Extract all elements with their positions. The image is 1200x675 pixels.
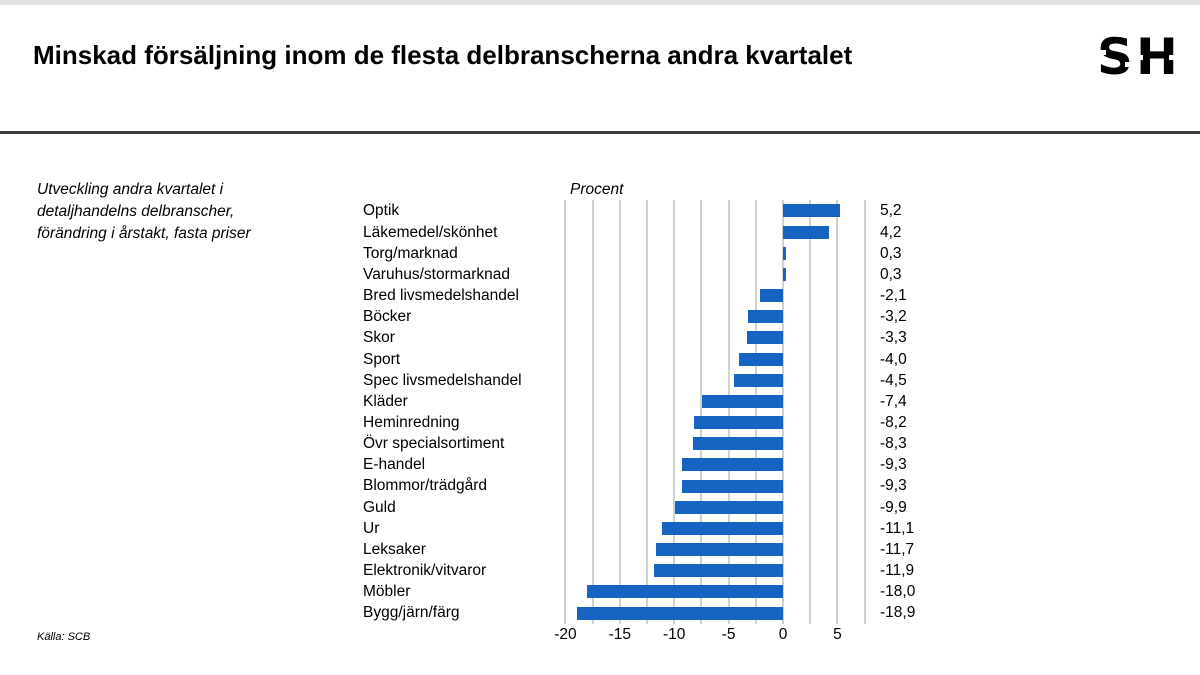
chart-description-line: detaljhandelns delbranscher, [37, 203, 235, 220]
value-label: -3,3 [880, 329, 907, 347]
value-label: -7,4 [880, 392, 907, 410]
category-label: Blommor/trädgård [363, 477, 488, 495]
category-label: Kläder [363, 392, 408, 410]
value-label: -8,2 [880, 414, 907, 431]
gridline [618, 200, 621, 624]
category-label: Torg/marknad [363, 244, 458, 262]
gridline [591, 200, 594, 624]
bar [655, 543, 783, 557]
category-label: Guld [363, 498, 396, 516]
gridline [727, 200, 730, 624]
x-axis-tick-label: 0 [778, 626, 788, 643]
bar [783, 225, 829, 239]
bar [702, 394, 783, 408]
value-label: -18,9 [880, 604, 916, 622]
value-label: -11,1 [880, 519, 915, 537]
gridline [646, 200, 648, 624]
value-label: -18,0 [880, 583, 916, 601]
gridline [809, 200, 812, 624]
chart-description-line: Utveckling andra kvartalet i [37, 181, 224, 198]
bar [577, 606, 783, 620]
x-axis-tick-label: -15 [608, 626, 631, 643]
category-label: Heminredning [363, 414, 460, 431]
category-label: Sport [363, 350, 401, 368]
category-label: Optik [363, 202, 400, 220]
value-label: -3,2 [880, 308, 907, 326]
category-label: Ur [363, 519, 380, 537]
bar [675, 500, 783, 514]
value-label: -4,5 [880, 371, 907, 389]
bar [783, 246, 787, 260]
value-label: 0,3 [880, 265, 902, 283]
category-label: Spec livsmedelshandel [363, 371, 522, 389]
value-label: -11,7 [880, 540, 915, 558]
gridline [564, 200, 567, 624]
value-label: -9,3 [880, 477, 907, 495]
bar [692, 437, 783, 451]
bar [739, 352, 783, 366]
axis-title-procent: Procent [570, 181, 624, 198]
category-label: Skor [363, 329, 395, 347]
x-axis-tick-label: -5 [721, 626, 736, 643]
gridline [836, 200, 839, 624]
x-axis-tick-label: -20 [554, 626, 577, 643]
value-label: -4,0 [880, 350, 907, 368]
bar [783, 267, 787, 281]
category-label: Varuhus/stormarknad [363, 265, 511, 283]
page-title: Minskad försäljning inom de flesta delbr… [33, 40, 853, 70]
bar [587, 585, 783, 599]
x-axis-tick-label: 5 [833, 626, 842, 643]
bar [681, 479, 783, 493]
bar [653, 564, 783, 578]
bar [681, 458, 783, 472]
bar [662, 521, 783, 535]
value-label: -9,9 [880, 498, 907, 516]
category-label: Böcker [363, 308, 412, 326]
gridline [700, 200, 703, 624]
logo-stencil-cut [1169, 55, 1179, 60]
value-label: -2,1 [880, 287, 907, 305]
value-label: -9,3 [880, 456, 907, 474]
gridline [863, 200, 866, 624]
gridline [754, 200, 757, 624]
svensk-handel-logo: SH [1094, 28, 1181, 90]
value-label: -11,9 [880, 562, 915, 580]
bar [783, 204, 840, 218]
window-top-strip [0, 0, 1200, 5]
bar [748, 310, 783, 324]
gridline [673, 200, 676, 624]
category-label: Bygg/järn/färg [363, 604, 460, 622]
title-divider [0, 131, 1200, 134]
gridline [782, 200, 784, 624]
category-label: Möbler [363, 583, 411, 601]
source-note: Källa: SCB [37, 631, 91, 643]
value-label: 5,2 [880, 202, 902, 220]
value-label: -8,3 [880, 435, 907, 453]
category-label: E-handel [363, 456, 426, 474]
category-label: Övr specialsortiment [363, 435, 505, 453]
bar [734, 373, 783, 387]
chart-description: Utveckling andra kvartalet i detaljhande… [37, 179, 251, 245]
category-label: Bred livsmedelshandel [363, 287, 519, 305]
value-label: 0,3 [880, 244, 902, 262]
bar [693, 416, 783, 430]
value-label: 4,2 [880, 223, 902, 241]
bar [760, 289, 783, 303]
bar [747, 331, 783, 345]
logo-stencil-cut [1133, 55, 1143, 60]
category-label: Leksaker [363, 540, 426, 558]
logo-stencil-cut [1125, 62, 1137, 67]
chart-description-line: förändring i årstakt, fasta priser [37, 225, 251, 242]
category-label: Läkemedel/skönhet [363, 223, 498, 241]
x-axis-tick-label: -10 [662, 626, 686, 643]
category-label: Elektronik/vitvaror [363, 562, 487, 580]
logo-stencil-cut [1094, 50, 1106, 55]
